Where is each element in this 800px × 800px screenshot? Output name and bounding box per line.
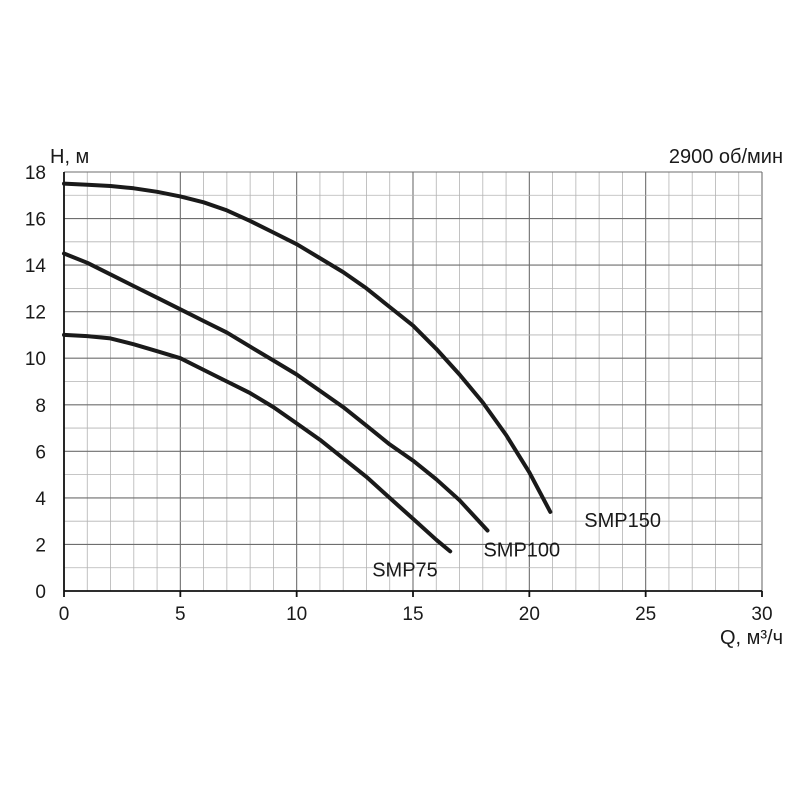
- y-tick-label: 2: [35, 535, 46, 556]
- y-tick-label: 10: [25, 349, 46, 370]
- x-tick-label: 10: [286, 604, 307, 625]
- y-tick-label: 14: [25, 256, 47, 277]
- curve-smp150: [62, 181, 553, 514]
- x-tick-label: 30: [751, 604, 772, 625]
- label-smp75: SMP75: [372, 559, 438, 581]
- y-tick-label: 8: [35, 396, 46, 417]
- y-tick-label: 6: [35, 442, 46, 463]
- curve-smp75: [62, 332, 453, 554]
- x-tick-label: 15: [402, 604, 423, 625]
- y-tick-label: 0: [35, 582, 46, 603]
- y-tick-label: 12: [25, 303, 46, 324]
- y-axis-label: H, м: [50, 146, 89, 168]
- label-smp150: SMP150: [584, 510, 661, 532]
- grid: [63, 171, 763, 592]
- y-tick-label: 16: [25, 210, 46, 231]
- curves: [62, 181, 553, 554]
- curve-smp100: [62, 251, 490, 533]
- y-tick-label: 4: [35, 489, 46, 510]
- tick-labels: 0 5 10 15 20 25 30 0 2 4 6 8 10 12 14 16 18: [25, 163, 773, 625]
- y-tick-label: 18: [25, 163, 46, 184]
- x-tick-label: 0: [59, 604, 70, 625]
- speed-annotation: 2900 об/мин: [669, 146, 783, 168]
- x-tick-label: 20: [519, 604, 540, 625]
- curve-labels: SMP75 SMP100 SMP150: [372, 510, 661, 582]
- label-smp100: SMP100: [483, 539, 560, 561]
- x-tick-label: 5: [175, 604, 186, 625]
- axes: [63, 172, 763, 597]
- x-axis-label: Q, м³/ч: [720, 627, 783, 649]
- x-tick-label: 25: [635, 604, 656, 625]
